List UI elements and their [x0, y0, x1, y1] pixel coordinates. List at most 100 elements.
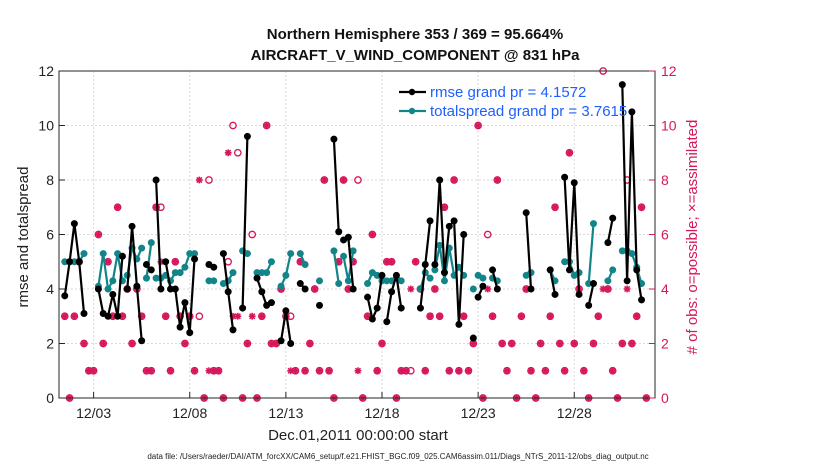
- data-point-rmse: [551, 290, 559, 298]
- legend-label-rmse: rmse grand pr = 4.1572: [430, 84, 586, 101]
- series-line-rmse: [606, 217, 614, 243]
- data-point-rmse: [267, 299, 275, 307]
- data-point-spread: [301, 260, 309, 268]
- obs-assimilated-marker: [412, 258, 420, 266]
- data-point-spread: [147, 239, 155, 247]
- obs-assimilated-marker: [388, 258, 396, 266]
- series-lines: [61, 81, 646, 347]
- obs-assimilated-stroke: [609, 367, 616, 374]
- x-tick-label: 12/23: [461, 405, 496, 421]
- obs-assimilated-marker: [162, 312, 170, 320]
- obs-assimilated-marker: [195, 176, 203, 184]
- data-point-rmse: [138, 337, 146, 345]
- obs-possible-marker: [354, 176, 362, 184]
- obs-assimilated-stroke: [378, 340, 386, 347]
- obs-assimilated-marker: [498, 340, 506, 347]
- obs-assimilated-stroke: [374, 367, 381, 374]
- data-point-rmse: [436, 176, 444, 184]
- obs-assimilated-marker: [522, 285, 530, 293]
- obs-assimilated-stroke: [345, 285, 352, 293]
- axes: 0 2 4 6 8 10 12 0 2 4 6 8 10 12 12/03 12/08 12/13 12/18 12…: [38, 63, 676, 421]
- obs-assimilated-stroke: [556, 340, 563, 347]
- obs-assimilated-marker: [306, 340, 314, 347]
- data-point-rmse: [440, 269, 448, 277]
- obs-assimilated-stroke: [292, 367, 299, 374]
- obs-assimilated-stroke: [441, 204, 448, 211]
- obs-assimilated-stroke: [316, 367, 323, 374]
- y-tick-label-right: 6: [661, 227, 669, 243]
- obs-assimilated-stroke: [258, 313, 265, 320]
- obs-possible-marker: [483, 230, 492, 239]
- x-tick-label: 12/08: [172, 405, 207, 421]
- data-point-rmse: [474, 293, 482, 301]
- obs-assimilated-stroke: [407, 285, 414, 293]
- data-point-rmse: [277, 337, 285, 345]
- data-point-rmse: [75, 258, 83, 266]
- obs-assimilated-stroke: [191, 367, 198, 374]
- obs-assimilated-stroke: [455, 367, 463, 374]
- y-tick-label-left: 4: [46, 281, 54, 297]
- data-point-rmse: [80, 310, 88, 318]
- obs-assimilated-stroke: [301, 367, 309, 374]
- series-line-rmse: [241, 136, 249, 309]
- data-point-spread: [335, 280, 343, 288]
- obs-assimilated-marker: [493, 176, 501, 184]
- obs-assimilated-stroke: [494, 176, 501, 184]
- data-point-spread: [277, 282, 285, 290]
- data-point-rmse: [157, 285, 165, 293]
- obs-assimilated-stroke: [181, 340, 189, 347]
- data-point-rmse: [224, 288, 232, 296]
- data-point-rmse: [585, 301, 593, 309]
- data-point-spread: [80, 250, 88, 258]
- data-point-rmse: [152, 176, 160, 184]
- y-axis-label-left: rmse and totalspread: [15, 167, 32, 308]
- obs-assimilated-stroke: [364, 313, 371, 320]
- obs-assimilated-marker: [431, 285, 439, 293]
- x-tick-label: 12/03: [76, 405, 111, 421]
- obs-assimilated-stroke: [100, 340, 107, 347]
- obs-assimilated-marker: [517, 312, 525, 320]
- data-point-spread: [340, 252, 348, 260]
- obs-assimilated-marker: [465, 367, 472, 375]
- obs-assimilated-stroke: [518, 313, 525, 320]
- data-point-rmse: [397, 304, 405, 312]
- obs-assimilated-marker: [566, 149, 573, 157]
- data-point-rmse: [628, 108, 636, 116]
- obs-assimilated-marker: [638, 203, 645, 211]
- series-line-spread: [332, 250, 340, 284]
- obs-assimilated-marker: [570, 340, 578, 347]
- obs-assimilated-stroke: [321, 176, 328, 184]
- obs-assimilated-marker: [167, 367, 174, 375]
- obs-assimilated-marker: [633, 312, 641, 320]
- series-line-rmse: [155, 179, 162, 290]
- obs-assimilated-marker: [61, 312, 69, 320]
- obs-assimilated-marker: [316, 367, 323, 375]
- obs-assimilated-marker: [628, 340, 636, 347]
- data-point-rmse: [383, 318, 391, 326]
- obs-assimilated-stroke: [340, 176, 347, 184]
- obs-assimilated-stroke: [431, 285, 438, 293]
- obs-assimilated-marker: [143, 367, 150, 375]
- data-point-rmse: [431, 260, 439, 268]
- obs-assimilated-marker: [171, 258, 179, 266]
- data-point-rmse: [570, 179, 578, 187]
- obs-assimilated-stroke: [547, 313, 554, 320]
- data-point-spread: [436, 241, 444, 249]
- obs-assimilated-marker: [561, 367, 569, 375]
- data-point-rmse: [349, 285, 357, 293]
- data-point-rmse: [335, 228, 343, 236]
- obs-assimilated-stroke: [619, 340, 626, 347]
- obs-assimilated-stroke: [80, 340, 88, 347]
- data-point-rmse: [388, 288, 396, 296]
- obs-assimilated-marker: [594, 312, 602, 320]
- obs-assimilated-stroke: [162, 313, 169, 320]
- series-line-rmse: [563, 177, 581, 295]
- obs-assimilated-marker: [224, 149, 232, 157]
- chart-title-line2: AIRCRAFT_V_WIND_COMPONENT @ 831 hPa: [251, 47, 581, 64]
- obs-assimilated-marker: [373, 367, 381, 375]
- obs-assimilated-stroke: [484, 285, 491, 293]
- data-point-rmse: [114, 312, 122, 320]
- data-point-rmse: [162, 258, 170, 266]
- obs-assimilated-marker: [426, 312, 434, 320]
- data-point-spread: [282, 271, 290, 279]
